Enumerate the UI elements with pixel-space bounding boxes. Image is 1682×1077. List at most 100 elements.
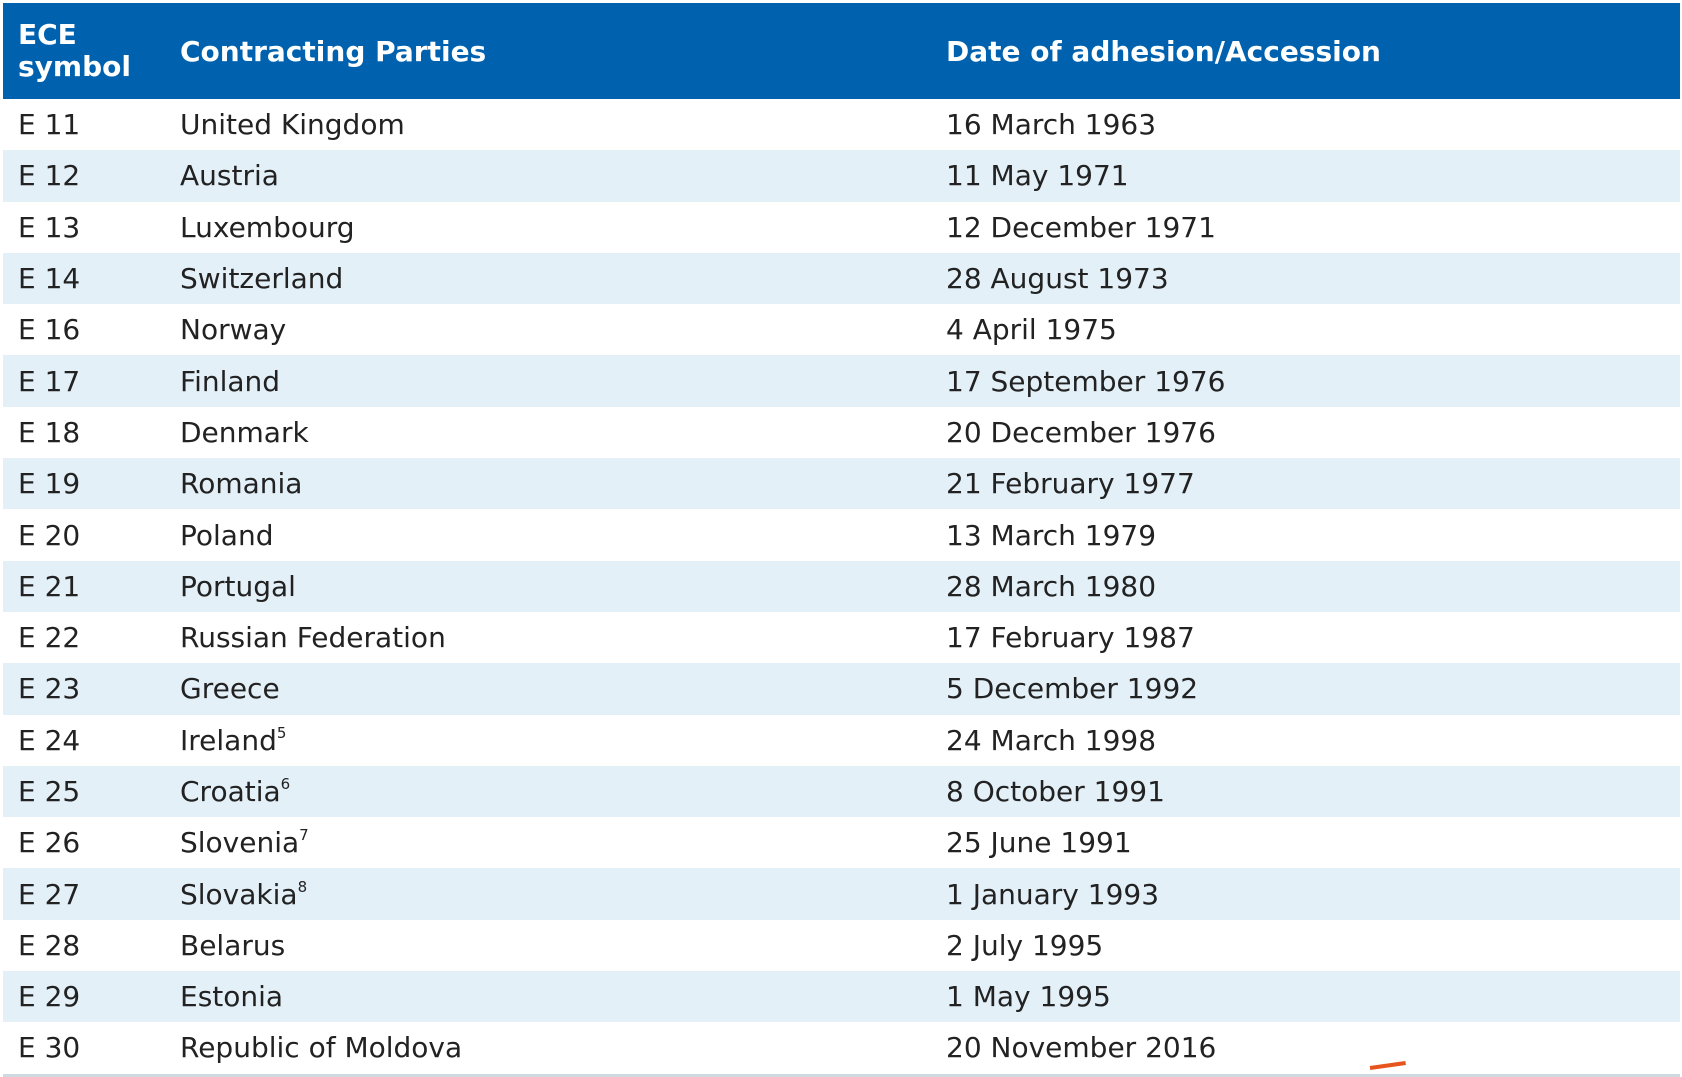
cell-date: 20 November 2016 xyxy=(946,1031,1217,1065)
cell-ece-symbol: E 24 xyxy=(18,723,81,757)
table-body: E 11 United Kingdom 16 March 1963 E 12 Austr… xyxy=(3,99,1680,1074)
party-name: Romania xyxy=(180,467,303,501)
cell-contracting-party: Luxembourg xyxy=(180,211,946,244)
cell-ece-symbol: E 20 xyxy=(18,518,81,552)
cell-date: 13 March 1979 xyxy=(946,518,1157,552)
party-name: Ireland xyxy=(180,723,277,757)
table-row: E 18 Denmark 20 December 1976 xyxy=(3,407,1680,458)
cell-ece-symbol: E 13 xyxy=(18,210,81,244)
cell-ece-symbol: E 17 xyxy=(18,364,81,398)
table-row: E 17 Finland 17 September 1976 xyxy=(3,355,1680,407)
cell-date: 5 December 1992 xyxy=(946,672,1199,706)
cell-contracting-party: Austria xyxy=(180,159,946,192)
header-ece-symbol: ECE symbol xyxy=(3,19,180,83)
cell-contracting-party: Belarus xyxy=(180,929,946,962)
cell-ece-symbol: E 25 xyxy=(18,775,81,808)
cell-date: 28 August 1973 xyxy=(946,262,1169,296)
cell-contracting-party: Greece xyxy=(180,672,946,705)
table-row: E 30 Republic of Moldova 20 November 2016 xyxy=(3,1022,1680,1073)
party-name: Switzerland xyxy=(180,262,344,296)
cell-contracting-party: Denmark xyxy=(180,416,946,449)
cell-contracting-party: Slovakia8 xyxy=(180,878,946,911)
footnote-marker: 8 xyxy=(297,877,308,896)
table-row: E 27 Slovakia8 1 January 1993 xyxy=(3,868,1680,920)
table-row: E 20 Poland 13 March 1979 xyxy=(3,509,1680,560)
cell-date: 25 June 1991 xyxy=(946,826,1132,860)
party-name: Poland xyxy=(180,518,274,552)
cell-contracting-party: Norway xyxy=(180,313,946,346)
table-row: E 26 Slovenia7 25 June 1991 xyxy=(3,817,1680,868)
cell-date: 20 December 1976 xyxy=(946,415,1216,449)
cell-contracting-party: United Kingdom xyxy=(180,108,946,141)
party-name: Russian Federation xyxy=(180,621,446,655)
table-row: E 16 Norway 4 April 1975 xyxy=(3,304,1680,355)
contracting-parties-table: ECE symbol Contracting Parties Date of a… xyxy=(3,3,1680,1077)
party-name: Estonia xyxy=(180,980,284,1014)
cell-ece-symbol: E 21 xyxy=(18,569,81,603)
cell-contracting-party: Switzerland xyxy=(180,262,946,295)
cell-contracting-party: Russian Federation xyxy=(180,621,946,654)
cell-date: 11 May 1971 xyxy=(946,159,1129,193)
table-bottom-rule xyxy=(3,1073,1680,1077)
party-name: Slovenia xyxy=(180,826,300,860)
cell-contracting-party: Croatia6 xyxy=(180,775,946,808)
table-row: E 22 Russian Federation 17 February 1987 xyxy=(3,612,1680,663)
cell-contracting-party: Slovenia7 xyxy=(180,826,946,859)
table-row: E 24 Ireland5 24 March 1998 xyxy=(3,715,1680,766)
cell-date: 17 September 1976 xyxy=(946,364,1226,398)
party-name: Croatia xyxy=(180,775,281,808)
cell-contracting-party: Republic of Moldova xyxy=(180,1031,946,1064)
party-name: Portugal xyxy=(180,569,296,603)
cell-date: 8 October 1991 xyxy=(946,775,1165,808)
table-row: E 11 United Kingdom 16 March 1963 xyxy=(3,99,1680,150)
cell-date: 4 April 1975 xyxy=(946,313,1117,347)
cell-date: 1 May 1995 xyxy=(946,980,1111,1014)
header-ece-label: ECE xyxy=(18,18,77,51)
header-symbol-label: symbol xyxy=(18,50,131,83)
cell-date: 28 March 1980 xyxy=(946,569,1157,603)
cell-date: 1 January 1993 xyxy=(946,877,1160,911)
table-row: E 28 Belarus 2 July 1995 xyxy=(3,920,1680,971)
cell-ece-symbol: E 14 xyxy=(18,262,81,296)
header-contracting-parties: Contracting Parties xyxy=(180,34,487,68)
table-row: E 14 Switzerland 28 August 1973 xyxy=(3,252,1680,305)
party-name: Slovakia xyxy=(180,877,298,911)
table-row: E 12 Austria 11 May 1971 xyxy=(3,150,1680,202)
cell-ece-symbol: E 28 xyxy=(18,928,81,962)
footnote-marker: 6 xyxy=(280,775,291,793)
cell-ece-symbol: E 30 xyxy=(18,1031,81,1065)
footnote-marker: 5 xyxy=(276,723,287,742)
table-header: ECE symbol Contracting Parties Date of a… xyxy=(3,3,1680,99)
cell-date: 21 February 1977 xyxy=(946,467,1195,501)
footnote-marker: 7 xyxy=(299,826,309,845)
cell-ece-symbol: E 18 xyxy=(18,415,81,449)
cell-contracting-party: Ireland5 xyxy=(180,724,946,757)
header-date: Date of adhesion/Accession xyxy=(946,34,1381,68)
table-row: E 29 Estonia 1 May 1995 xyxy=(3,971,1680,1023)
cell-ece-symbol: E 23 xyxy=(18,672,81,706)
party-name: Luxembourg xyxy=(180,210,355,244)
table-row: E 25 Croatia6 8 October 1991 xyxy=(3,765,1680,818)
party-name: Denmark xyxy=(180,415,309,449)
party-name: Norway xyxy=(180,313,287,347)
cell-ece-symbol: E 29 xyxy=(18,980,81,1014)
cell-date: 2 July 1995 xyxy=(946,928,1104,962)
cell-contracting-party: Estonia xyxy=(180,980,946,1013)
table-row: E 23 Greece 5 December 1992 xyxy=(3,663,1680,715)
cell-ece-symbol: E 12 xyxy=(18,159,81,193)
cell-date: 24 March 1998 xyxy=(946,723,1157,757)
cell-contracting-party: Romania xyxy=(180,467,946,500)
party-name: United Kingdom xyxy=(180,108,405,142)
cell-ece-symbol: E 26 xyxy=(18,826,81,860)
party-name: Republic of Moldova xyxy=(180,1031,463,1065)
cell-contracting-party: Poland xyxy=(180,519,946,552)
cell-ece-symbol: E 19 xyxy=(18,467,81,501)
party-name: Greece xyxy=(180,672,280,706)
cell-ece-symbol: E 27 xyxy=(18,877,81,911)
cell-date: 17 February 1987 xyxy=(946,621,1195,655)
party-name: Belarus xyxy=(180,928,286,962)
cell-ece-symbol: E 16 xyxy=(18,313,81,347)
table-row: E 21 Portugal 28 March 1980 xyxy=(3,560,1680,612)
table-row: E 13 Luxembourg 12 December 1971 xyxy=(3,202,1680,253)
party-name: Austria xyxy=(180,159,279,193)
